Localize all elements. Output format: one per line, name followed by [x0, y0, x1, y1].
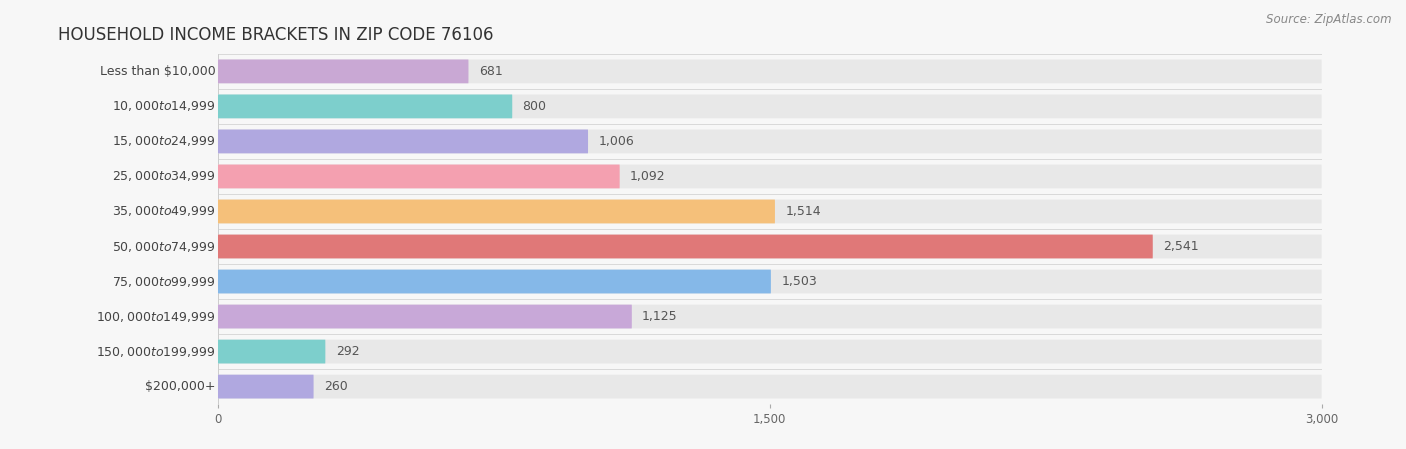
Text: 1,514: 1,514: [785, 205, 821, 218]
FancyBboxPatch shape: [218, 234, 1153, 259]
FancyBboxPatch shape: [218, 339, 325, 364]
FancyBboxPatch shape: [218, 304, 631, 329]
Text: $25,000 to $34,999: $25,000 to $34,999: [112, 169, 215, 184]
FancyBboxPatch shape: [218, 304, 1322, 329]
Text: HOUSEHOLD INCOME BRACKETS IN ZIP CODE 76106: HOUSEHOLD INCOME BRACKETS IN ZIP CODE 76…: [58, 26, 494, 44]
Text: 1,092: 1,092: [630, 170, 665, 183]
FancyBboxPatch shape: [218, 164, 620, 189]
Text: 800: 800: [523, 100, 547, 113]
FancyBboxPatch shape: [218, 59, 468, 84]
FancyBboxPatch shape: [218, 59, 1322, 84]
FancyBboxPatch shape: [218, 94, 512, 119]
Text: 2,541: 2,541: [1163, 240, 1199, 253]
FancyBboxPatch shape: [218, 129, 1322, 154]
Text: 1,125: 1,125: [643, 310, 678, 323]
FancyBboxPatch shape: [218, 164, 1322, 189]
Text: $35,000 to $49,999: $35,000 to $49,999: [112, 204, 215, 219]
Text: Source: ZipAtlas.com: Source: ZipAtlas.com: [1267, 13, 1392, 26]
Text: 292: 292: [336, 345, 360, 358]
Text: Less than $10,000: Less than $10,000: [100, 65, 215, 78]
Text: $50,000 to $74,999: $50,000 to $74,999: [112, 239, 215, 254]
FancyBboxPatch shape: [218, 339, 1322, 364]
Text: 1,503: 1,503: [782, 275, 817, 288]
FancyBboxPatch shape: [218, 374, 1322, 399]
Text: $150,000 to $199,999: $150,000 to $199,999: [96, 344, 215, 359]
Text: $100,000 to $149,999: $100,000 to $149,999: [96, 309, 215, 324]
FancyBboxPatch shape: [218, 234, 1322, 259]
Text: 681: 681: [479, 65, 502, 78]
FancyBboxPatch shape: [218, 374, 314, 399]
Text: $75,000 to $99,999: $75,000 to $99,999: [112, 274, 215, 289]
Text: 1,006: 1,006: [599, 135, 634, 148]
Text: $200,000+: $200,000+: [145, 380, 215, 393]
Text: 260: 260: [323, 380, 347, 393]
FancyBboxPatch shape: [218, 269, 770, 294]
FancyBboxPatch shape: [218, 269, 1322, 294]
Text: $10,000 to $14,999: $10,000 to $14,999: [112, 99, 215, 114]
FancyBboxPatch shape: [218, 199, 1322, 224]
Text: $15,000 to $24,999: $15,000 to $24,999: [112, 134, 215, 149]
FancyBboxPatch shape: [218, 94, 1322, 119]
FancyBboxPatch shape: [218, 129, 588, 154]
FancyBboxPatch shape: [218, 199, 775, 224]
